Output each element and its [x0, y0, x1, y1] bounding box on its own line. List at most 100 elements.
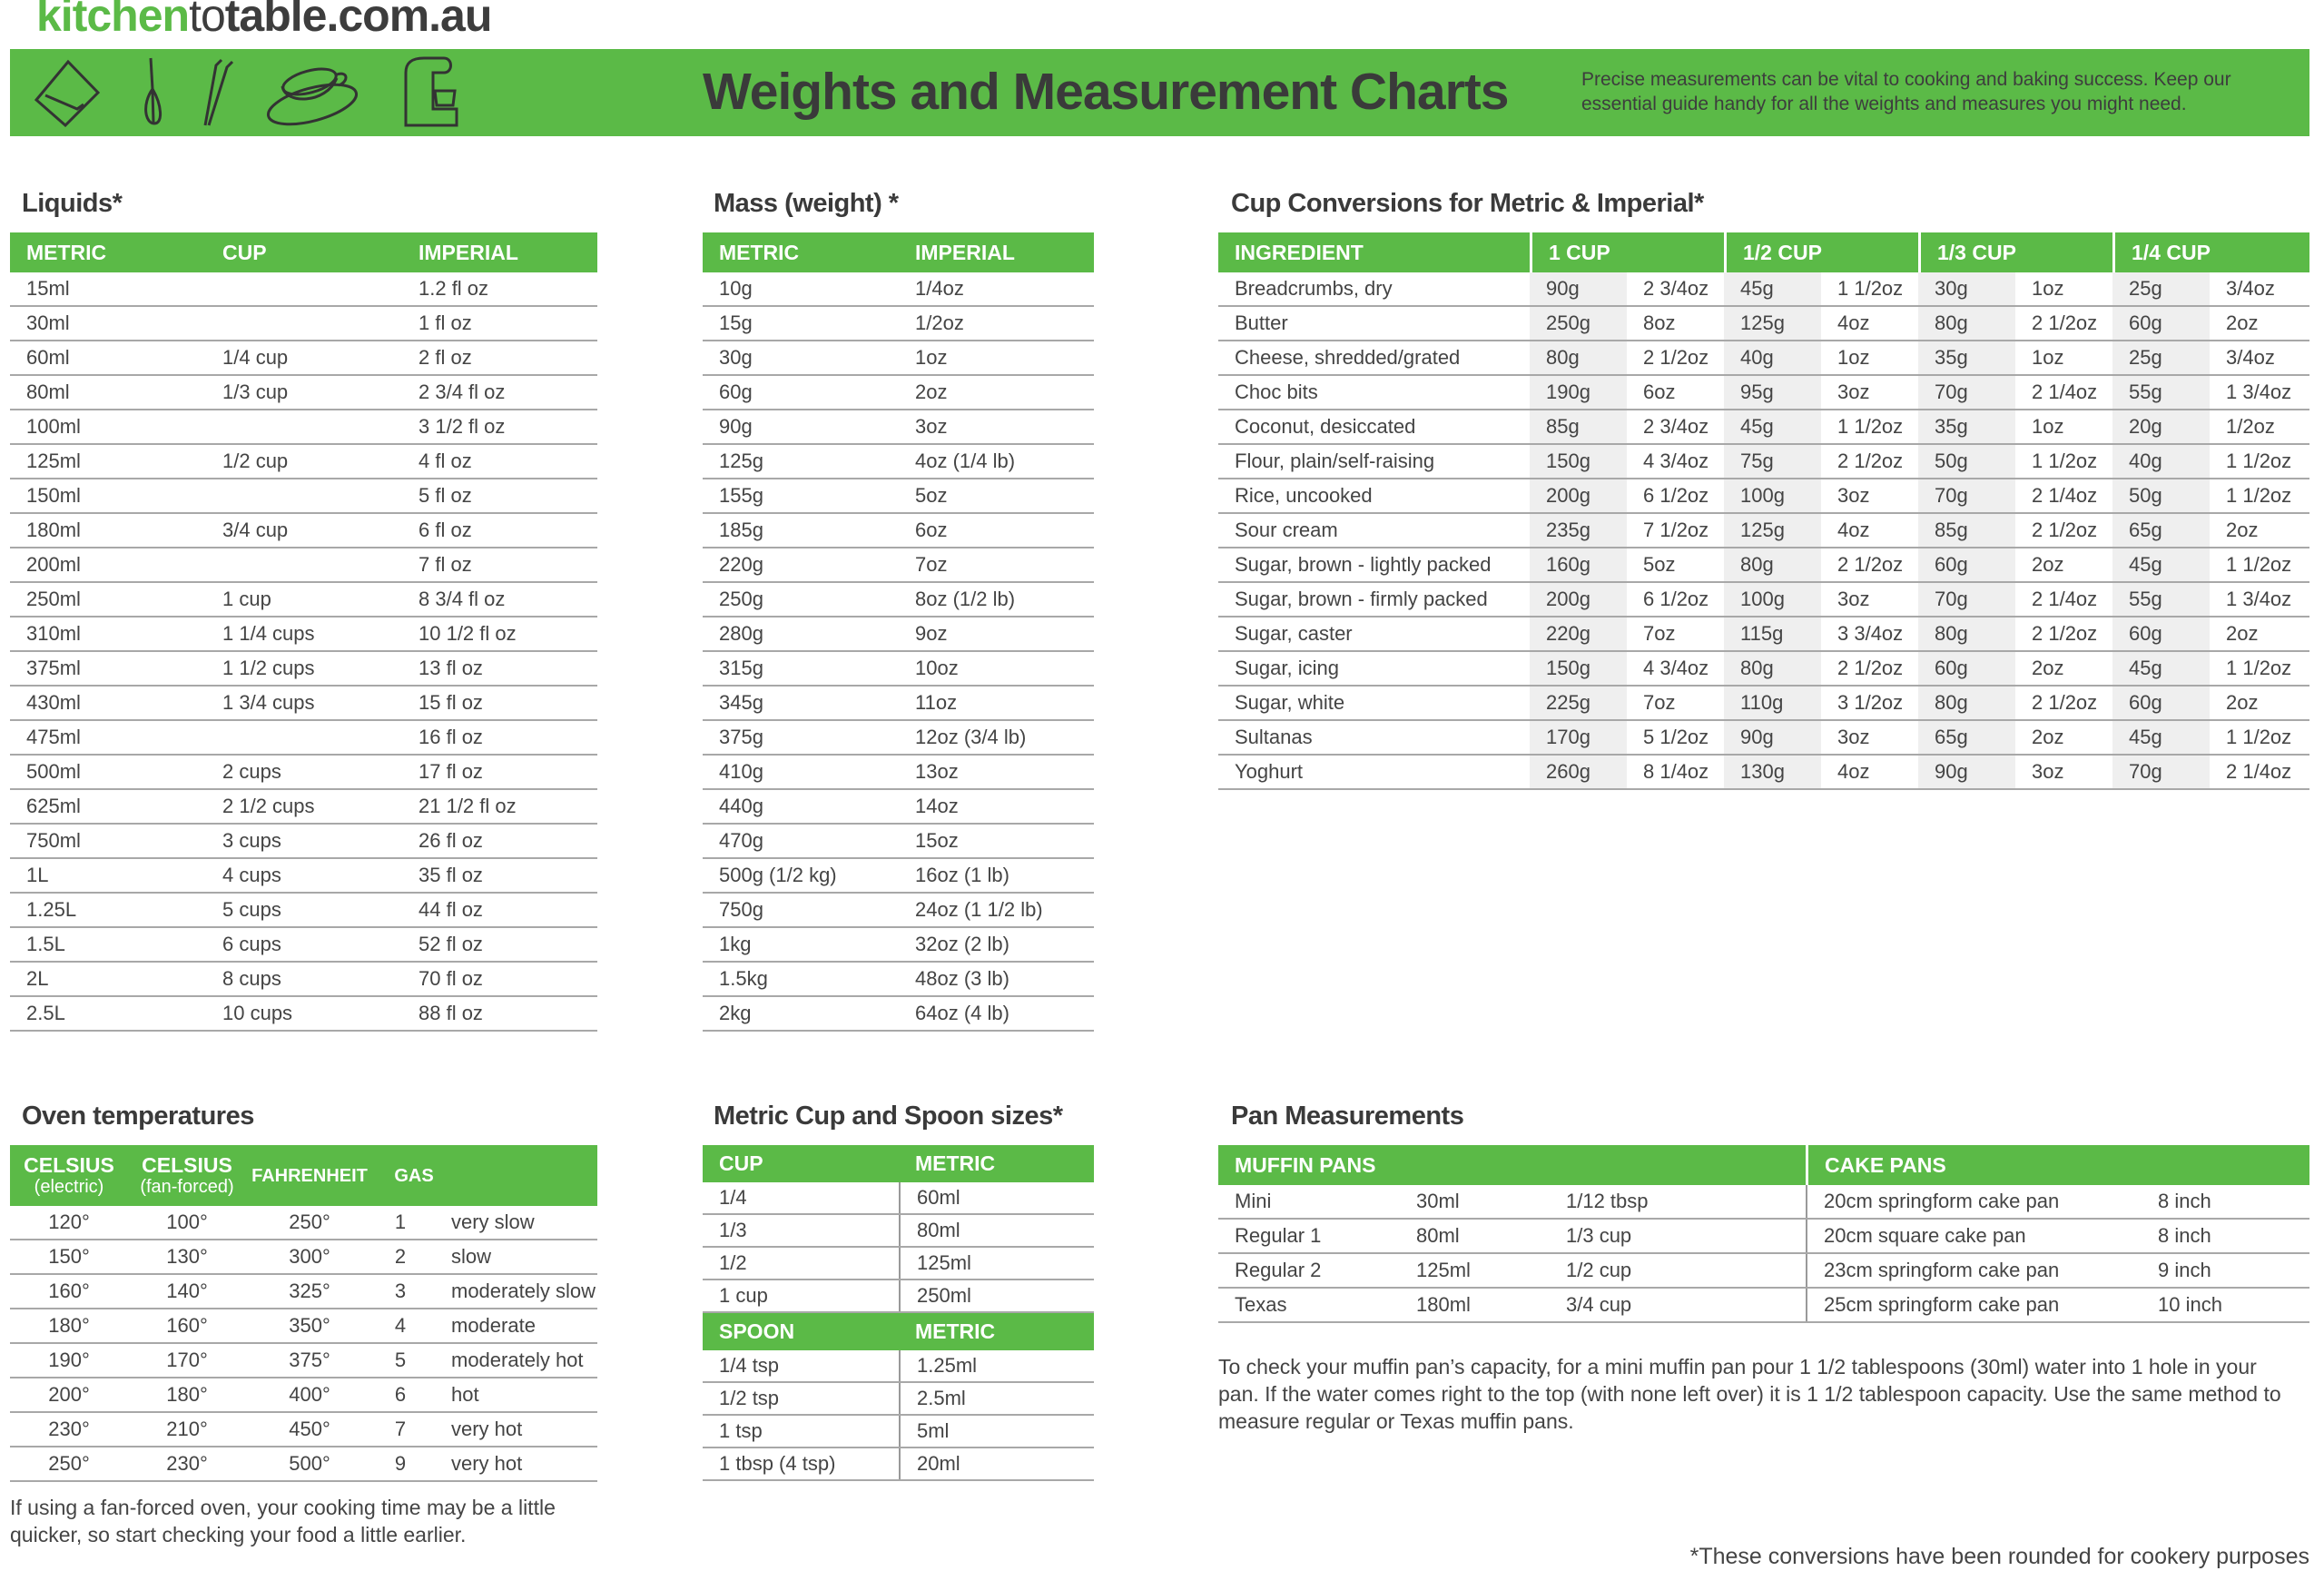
table-cell: 2 1/2oz: [2032, 691, 2098, 714]
table-cell: 1oz: [2032, 415, 2064, 438]
table-cell: 1oz: [2032, 346, 2064, 369]
table-row: 475ml 16 fl oz: [10, 721, 597, 756]
table-cell: 1/4 tsp: [719, 1354, 780, 1377]
table-row: 1/2 125ml: [703, 1248, 1094, 1280]
mass-table: METRIC IMPERIAL 10g 1/4oz 15g 1/2oz 30g 1oz 60g 2…: [703, 232, 1094, 1032]
table-row: Regular 2 125ml 1/2 cup 23cm springform cak…: [1218, 1254, 2309, 1289]
table-cell: 65g: [1918, 721, 2015, 754]
table-cell: 310ml: [26, 622, 81, 645]
table-cell: 6 1/2oz: [1643, 484, 1709, 507]
table-cell: 3oz: [1837, 726, 1870, 748]
table-cell: 48oz (3 lb): [915, 967, 1009, 990]
liquids-title: Liquids*: [22, 189, 123, 218]
table-cell: 1 1/2oz: [1837, 415, 1904, 438]
table-cell: 5: [394, 1349, 407, 1371]
table-cell: hot: [451, 1383, 479, 1406]
table-cell: 440g: [719, 795, 763, 817]
table-cell: 3oz: [1837, 380, 1870, 403]
table-cell: 6 fl oz: [419, 519, 472, 541]
table-cell: Sugar, brown - firmly packed: [1235, 588, 1488, 610]
site-logo[interactable]: kitchentotable.com.au: [36, 0, 492, 42]
table-cell: 2oz: [915, 380, 948, 403]
table-cell: 1/3 cup: [222, 380, 289, 403]
table-cell: 3/4oz: [2226, 277, 2275, 300]
table-cell: 2 fl oz: [419, 346, 472, 369]
table-cell: Breadcrumbs, dry: [1235, 277, 1393, 300]
table-cell: 55g: [2112, 583, 2210, 616]
table-row: 2L 8 cups 70 fl oz: [10, 963, 597, 997]
column-header-sub: (fan-forced): [140, 1176, 234, 1197]
table-cell: 125ml: [899, 1248, 1094, 1279]
table-cell: 1 3/4oz: [2226, 588, 2292, 610]
table-cell: 3oz: [2032, 760, 2064, 783]
table-cell: 4 fl oz: [419, 450, 472, 472]
table-cell: 1/4 cup: [222, 346, 289, 369]
logo-part-to: to: [189, 0, 226, 41]
table-row: Regular 1 80ml 1/3 cup 20cm square cake pan…: [1218, 1220, 2309, 1254]
table-cell: 90g: [1918, 756, 2015, 788]
table-cell: 375g: [719, 726, 763, 748]
table-row: Flour, plain/self-raising 150g 4 3/4oz 75g 2…: [1218, 445, 2309, 479]
spoon-table-header-row: SPOON METRIC: [703, 1313, 1094, 1350]
table-cell: Sugar, icing: [1235, 657, 1339, 679]
table-cell: 180ml: [1416, 1293, 1471, 1316]
table-cell: 13oz: [915, 760, 959, 783]
table-cell: 125g: [1724, 307, 1821, 340]
table-cell: Sugar, brown - lightly packed: [1235, 553, 1492, 576]
table-cell: 500ml: [26, 760, 81, 783]
table-row: 250° 230° 500° 9 very hot: [10, 1447, 597, 1482]
table-cell: 30ml: [26, 311, 70, 334]
table-cell: 4oz: [1837, 311, 1870, 334]
table-cell: 80ml: [899, 1215, 1094, 1246]
table-cell: 95g: [1724, 376, 1821, 409]
column-header-main: CELSIUS: [24, 1152, 114, 1177]
table-cell: 1 1/2oz: [2226, 726, 2292, 748]
table-cell: 70g: [1918, 479, 2015, 512]
table-row: 180ml 3/4 cup 6 fl oz: [10, 514, 597, 548]
cake-pans-header: CAKE PANS: [1806, 1145, 2309, 1185]
table-cell: 16oz (1 lb): [915, 864, 1009, 886]
table-cell: 1/12 tbsp: [1566, 1190, 1649, 1212]
table-cell: 17 fl oz: [419, 760, 483, 783]
table-cell: 125g: [719, 450, 763, 472]
table-cell: 1/3: [719, 1219, 747, 1241]
table-cell: 1 tbsp (4 tsp): [719, 1452, 836, 1475]
table-cell: 2oz: [2226, 311, 2259, 334]
table-cell: 80g: [1918, 618, 2015, 650]
table-cell: 250°: [289, 1210, 330, 1233]
table-cell: 1 1/2oz: [1837, 277, 1904, 300]
table-cell: 8 inch: [2158, 1224, 2211, 1247]
table-cell: 1kg: [719, 933, 752, 955]
table-cell: 9: [394, 1452, 407, 1475]
table-cell: 1oz: [1837, 346, 1870, 369]
table-cell: 60g: [2112, 618, 2210, 650]
table-row: 2kg 64oz (4 lb): [703, 997, 1094, 1032]
table-row: Mini 30ml 1/12 tbsp 20cm springform cake pa…: [1218, 1185, 2309, 1220]
table-cell: 60g: [2112, 307, 2210, 340]
table-cell: Sultanas: [1235, 726, 1313, 748]
table-row: 160° 140° 325° 3 moderately slow: [10, 1275, 597, 1309]
table-cell: 750g: [719, 898, 763, 921]
table-cell: 2 1/2oz: [1837, 553, 1904, 576]
table-cell: Yoghurt: [1235, 760, 1304, 783]
table-cell: 3oz: [915, 415, 948, 438]
table-cell: 150g: [1530, 652, 1627, 685]
table-cell: 250g: [1530, 307, 1627, 340]
table-cell: 150g: [1530, 445, 1627, 478]
table-cell: Flour, plain/self-raising: [1235, 450, 1435, 472]
table-cell: 2oz: [2226, 519, 2259, 541]
table-row: 125g 4oz (1/4 lb): [703, 445, 1094, 479]
table-cell: 260g: [1530, 756, 1627, 788]
table-cell: 1.2 fl oz: [419, 277, 489, 300]
spoon-sizes-title: Metric Cup and Spoon sizes*: [714, 1102, 1063, 1131]
table-cell: 25g: [2112, 341, 2210, 374]
table-row: 80ml 1/3 cup 2 3/4 fl oz: [10, 376, 597, 410]
cup-conversions-table: INGREDIENT 1 CUP 1/2 CUP 1/3 CUP 1/4 CUP Brea…: [1218, 232, 2309, 790]
table-row: 625ml 2 1/2 cups 21 1/2 fl oz: [10, 790, 597, 825]
table-cell: 12oz (3/4 lb): [915, 726, 1027, 748]
table-cell: 32oz (2 lb): [915, 933, 1009, 955]
table-cell: 20ml: [899, 1448, 1094, 1479]
table-cell: 410g: [719, 760, 763, 783]
table-cell: 10 cups: [222, 1002, 293, 1024]
table-cell: 200°: [48, 1383, 90, 1406]
